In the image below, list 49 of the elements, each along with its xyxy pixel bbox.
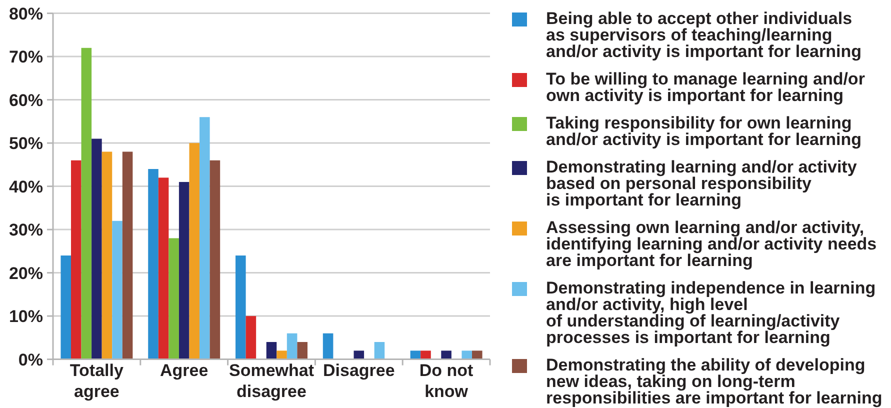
bar <box>462 350 472 360</box>
bar <box>112 220 122 360</box>
bar <box>60 256 71 360</box>
x-tick-label: Agree <box>160 361 208 380</box>
legend-label: To be willing to manage learning and/or own activity is important for learning <box>546 70 866 105</box>
bar <box>178 182 190 360</box>
bar <box>276 350 287 360</box>
bar <box>200 117 210 360</box>
y-tick-label: 70% <box>8 48 43 67</box>
bar <box>441 350 452 360</box>
bar <box>297 342 308 360</box>
bar <box>70 160 82 360</box>
bar <box>102 152 112 360</box>
x-tick-label: Disagree <box>322 361 395 380</box>
bar <box>168 238 179 360</box>
legend-label: Demonstrating the ability of developing new ideas, taking on long-term responsibilities are important for learning <box>546 356 882 408</box>
y-tick-label: 30% <box>8 220 43 240</box>
bar <box>148 169 158 360</box>
bar <box>189 143 200 360</box>
y-tick-label: 80% <box>8 4 43 24</box>
y-tick-label: 20% <box>8 264 43 283</box>
y-tick-label: 40% <box>8 177 43 196</box>
bar <box>92 138 102 360</box>
bar <box>81 48 92 360</box>
legend-label: Being able to accept other individuals as supervisors of teaching/learning and/or activity is important for learning <box>546 9 862 61</box>
bar <box>286 333 298 360</box>
y-tick-label: 60% <box>8 90 43 110</box>
bar <box>122 152 133 360</box>
bar <box>410 350 421 360</box>
legend-label: Demonstrating independence in learning and/or activity, high level of understanding of learning/activity processes is important for learning <box>546 278 876 347</box>
bar <box>322 333 334 360</box>
legend-label: Assessing own learning and/or activity, identifying learning and/or activity needs are important for learning <box>546 218 877 270</box>
bar <box>420 350 431 360</box>
legend-label: Demonstrating learning and/or activity based on personal responsibility is important for learning <box>546 158 858 210</box>
bar <box>354 350 364 360</box>
x-tick-label: Somewhat disagree <box>228 361 314 401</box>
y-tick-label: 10% <box>8 307 43 326</box>
bar <box>236 256 246 360</box>
bar <box>374 342 385 360</box>
bar <box>472 350 482 360</box>
x-tick-label: Do not know <box>419 361 474 401</box>
bar <box>266 342 277 360</box>
y-tick-label: 0% <box>18 350 43 370</box>
bar <box>158 178 169 360</box>
legend-label: Taking responsibility for own learning and/or activity is important for learning <box>546 114 862 149</box>
bar <box>246 316 256 360</box>
y-tick-label: 50% <box>8 134 43 154</box>
bar <box>210 160 220 360</box>
x-tick-label: Totally agree <box>70 361 124 401</box>
